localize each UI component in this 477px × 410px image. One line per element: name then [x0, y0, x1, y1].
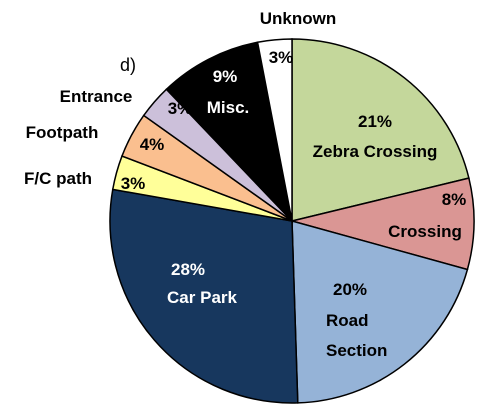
- slice-label: Car Park: [167, 288, 237, 307]
- pie-slice: [291, 38, 470, 222]
- value-label: 21%: [357, 112, 393, 131]
- slice-label: Unknown: [259, 9, 337, 28]
- value-label: 3%: [268, 48, 294, 67]
- value-label: 20%: [332, 280, 368, 299]
- pie-slice: [289, 177, 475, 271]
- value-label: 9%: [212, 67, 238, 86]
- value-label: 3%: [120, 174, 146, 193]
- pie-slice: [291, 220, 469, 404]
- slice-label: Misc.: [206, 98, 250, 117]
- pie-slice: [165, 41, 294, 224]
- pie-slice: [256, 38, 293, 222]
- pie-slice: [109, 188, 299, 404]
- value-label: 8%: [441, 190, 467, 209]
- value-label: 4%: [139, 135, 165, 154]
- slice-label: Zebra Crossing: [312, 142, 438, 161]
- panel-label: d): [120, 55, 137, 75]
- value-label: 28%: [170, 260, 206, 279]
- slice-label: F/C path: [24, 169, 92, 188]
- value-label: 3%: [167, 99, 193, 118]
- slice-label: Entrance: [59, 87, 133, 106]
- slice-label: Footpath: [25, 123, 99, 142]
- slice-label: Road Section: [326, 311, 388, 360]
- slice-label: Crossing: [388, 222, 462, 241]
